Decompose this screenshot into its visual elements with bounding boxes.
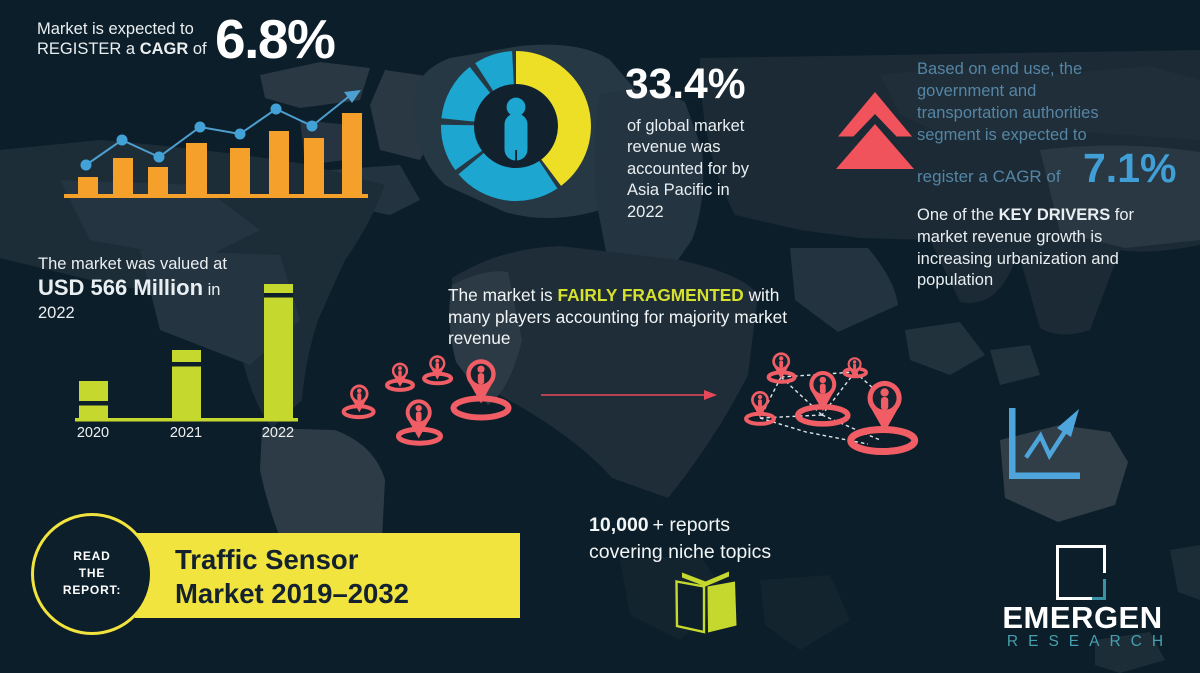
svg-text:2021: 2021 [170,425,202,441]
svg-text:2022: 2022 [262,425,294,441]
svg-text:2020: 2020 [77,425,109,441]
